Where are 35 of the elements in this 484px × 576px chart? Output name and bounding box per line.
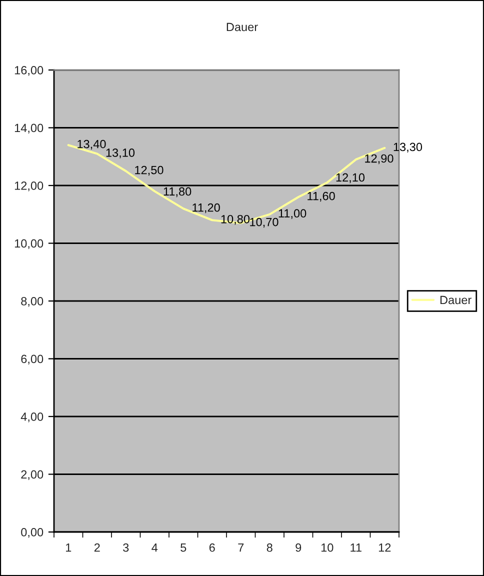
x-tick-label: 7 — [238, 544, 244, 552]
data-label: 12,10 — [336, 173, 365, 184]
legend-label: Dauer — [440, 296, 472, 304]
y-tick-label: 8,00 — [21, 297, 44, 307]
data-label: 13,10 — [106, 148, 135, 158]
x-tick-label: 10 — [321, 543, 334, 552]
data-label: 13,30 — [394, 142, 422, 153]
y-tick-label: 4,00 — [20, 412, 44, 422]
x-tick-label: 4 — [152, 544, 158, 552]
data-label: 11,00 — [278, 209, 306, 219]
x-tick-label: 9 — [296, 543, 302, 552]
x-tick-label: 5 — [180, 544, 186, 552]
x-tick-label: 2 — [94, 543, 100, 552]
y-tick-label: 12,00 — [14, 182, 44, 192]
data-label: 10,70 — [250, 218, 278, 228]
y-tick-label: 2,00 — [21, 470, 44, 480]
data-label: 11,60 — [308, 192, 335, 202]
data-label: 10,80 — [221, 214, 250, 225]
y-tick-label: 6,00 — [21, 354, 44, 365]
data-label: 11,20 — [192, 203, 220, 214]
x-tick-label: 8 — [266, 543, 272, 552]
y-tick-label: 0,00 — [21, 528, 44, 538]
data-label: 12,90 — [365, 154, 394, 164]
data-label: 11,80 — [164, 187, 192, 198]
data-label: 13,40 — [78, 140, 106, 150]
y-tick-label: 16,00 — [14, 66, 44, 76]
x-tick-label: 1 — [66, 544, 72, 552]
x-tick-label: 6 — [209, 543, 215, 552]
chart-title: Dauer — [226, 22, 258, 32]
y-tick-label: 14,00 — [14, 124, 44, 134]
y-tick-label: 10,00 — [14, 239, 44, 250]
data-label: 12,50 — [135, 166, 164, 176]
x-tick-label: 11 — [350, 544, 362, 552]
x-tick-label: 12 — [378, 543, 391, 552]
x-tick-label: 3 — [123, 543, 129, 552]
